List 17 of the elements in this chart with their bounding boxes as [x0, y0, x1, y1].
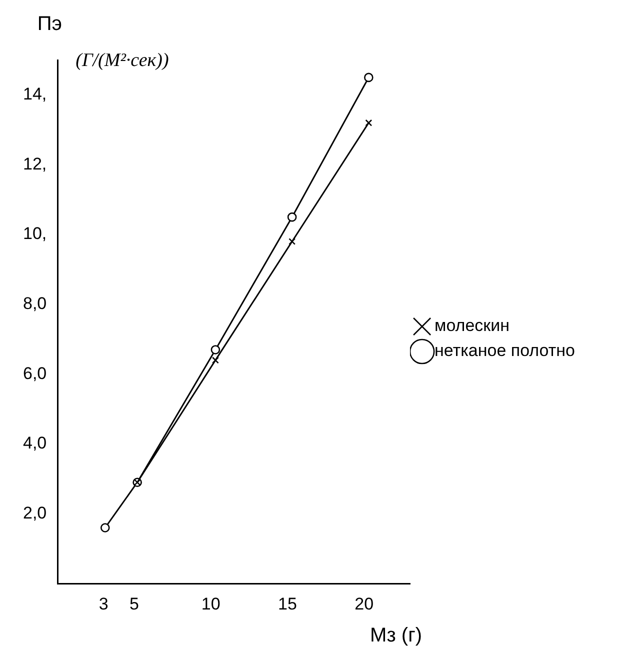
- x-tick-label: 15: [278, 594, 297, 614]
- y-tick-label: 12,: [22, 154, 47, 174]
- legend-label: нетканое полотно: [434, 341, 576, 360]
- y-tick-label: 4,0: [22, 434, 47, 453]
- x-tick-label: 3: [98, 594, 108, 614]
- x-tick-label: 20: [354, 594, 374, 614]
- annotation: (Г/(М²·сек)): [76, 50, 169, 71]
- y-tick-label: 14,: [22, 84, 47, 104]
- y-tick-label: 8,0: [22, 294, 47, 314]
- legend-label: молескин: [434, 316, 510, 336]
- x-tick-label: 10: [201, 594, 220, 614]
- y-tick-label: 2,0: [22, 503, 47, 522]
- x-axis-title: Мз (г): [370, 624, 422, 647]
- y-tick-label: 10,: [22, 224, 47, 244]
- x-tick-label: 5: [130, 594, 139, 614]
- y-axis-title: Пэ: [37, 13, 62, 35]
- y-tick-label: 6,0: [22, 364, 47, 383]
